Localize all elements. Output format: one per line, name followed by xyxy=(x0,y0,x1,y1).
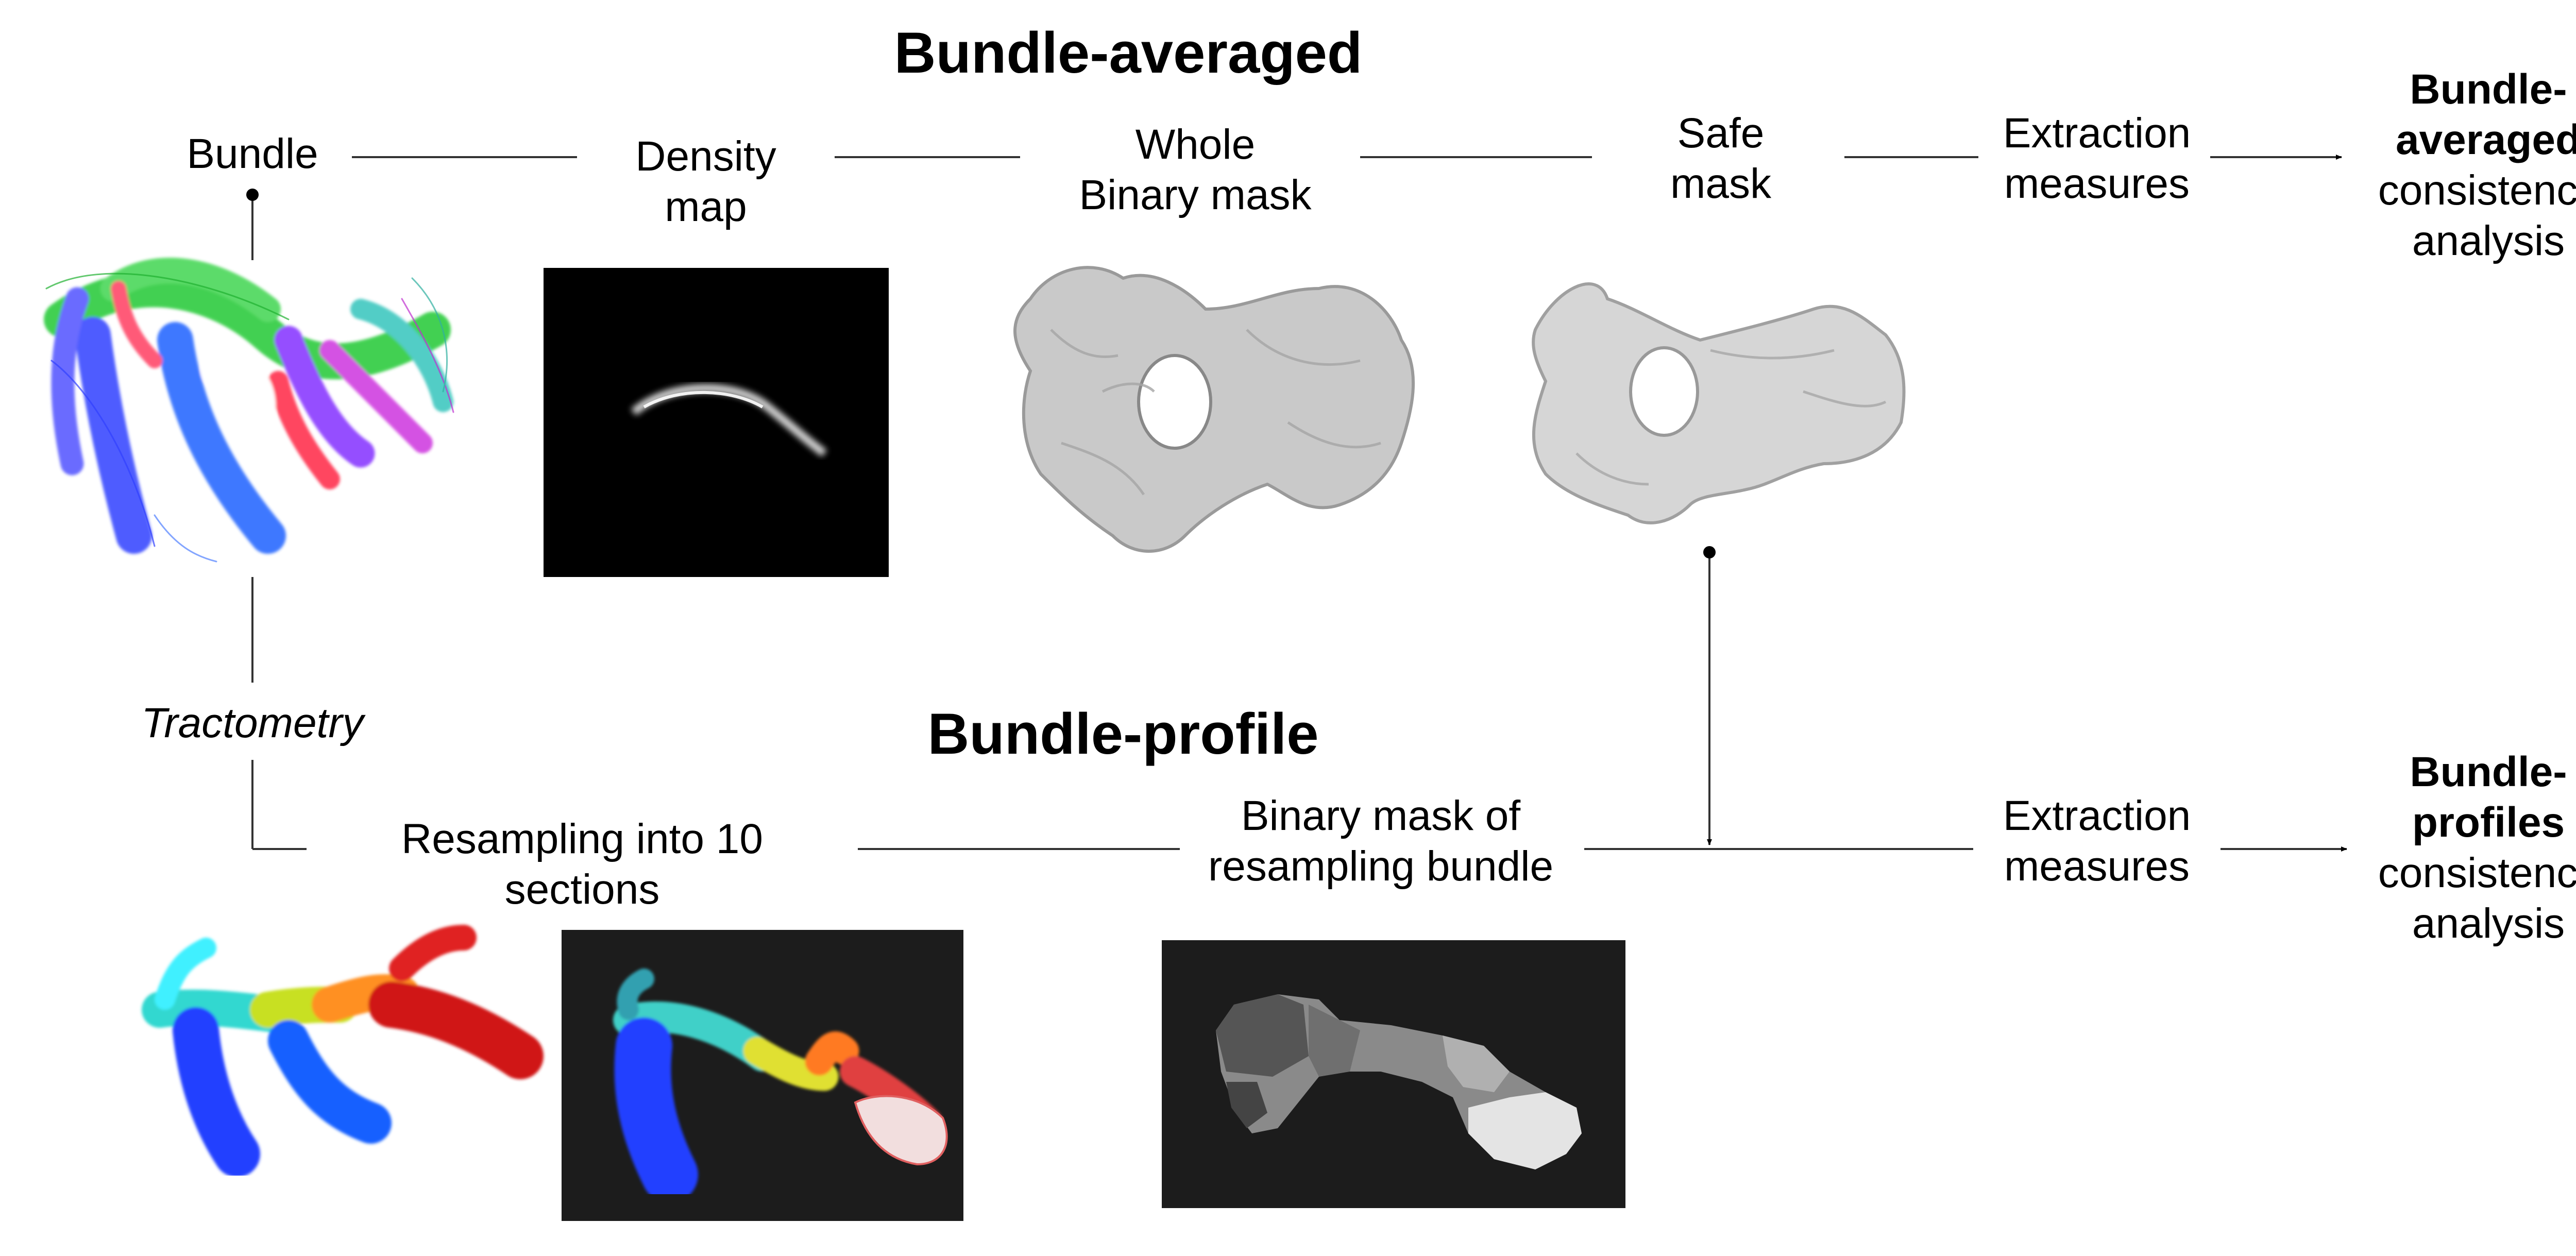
extract-top-line2: measures xyxy=(2004,160,2190,207)
safe-line2: mask xyxy=(1670,160,1771,207)
extract-bottom-line2: measures xyxy=(2004,843,2190,890)
binary-mask-sections-image xyxy=(1162,940,1625,1208)
result-top-line4: analysis xyxy=(2412,217,2565,264)
resampling-label: Resampling into 10 sections xyxy=(319,814,845,915)
density-line1: Density xyxy=(635,133,776,180)
extraction-measures-bottom-label: Extraction measures xyxy=(1978,791,2215,892)
whole-binary-mask-render xyxy=(1013,266,1415,553)
result-bottom-line1: Bundle- xyxy=(2410,749,2567,795)
whole-line1: Whole xyxy=(1135,121,1256,168)
extraction-measures-top-label: Extraction measures xyxy=(1978,108,2215,209)
resampled-colored-bundle xyxy=(142,925,544,1177)
result-bottom-line2: profiles xyxy=(2412,799,2565,846)
binary-mask-resampling-label: Binary mask of resampling bundle xyxy=(1185,791,1577,892)
rainbow-fiber-bundle-icon xyxy=(44,258,454,563)
bottom-title: Bundle-profile xyxy=(927,702,1319,766)
extract-bottom-line1: Extraction xyxy=(2003,792,2191,839)
result-top-line2: averaged xyxy=(2395,116,2576,163)
tractometry-label: Tractometry xyxy=(141,700,364,746)
density-map-image xyxy=(544,268,889,577)
resample-line2: sections xyxy=(504,866,660,913)
binmask-line2: resampling bundle xyxy=(1208,843,1554,890)
density-line2: map xyxy=(665,183,747,230)
safe-mask-dot xyxy=(1703,546,1716,558)
bundle-profiles-result-label: Bundle- profiles consistency analysis xyxy=(2360,747,2576,949)
whole-line2: Binary mask xyxy=(1079,172,1312,218)
safe-mask-label: Safe mask xyxy=(1613,108,1829,209)
result-bottom-line3: consistency xyxy=(2378,850,2576,896)
binmask-line1: Binary mask of xyxy=(1241,792,1521,839)
whole-binary-mask-label: Whole Binary mask xyxy=(1046,120,1345,220)
resample-line1: Resampling into 10 xyxy=(401,816,763,862)
result-top-line1: Bundle- xyxy=(2410,66,2567,113)
bundle-dot xyxy=(246,189,259,201)
bundle-averaged-result-label: Bundle- averaged consistency analysis xyxy=(2360,64,2576,266)
bundle-label: Bundle xyxy=(187,130,318,177)
result-bottom-line4: analysis xyxy=(2412,900,2565,947)
density-map-label: Density map xyxy=(577,131,835,232)
safe-mask-render xyxy=(1532,282,1906,524)
result-top-line3: consistency xyxy=(2378,167,2576,214)
top-title: Bundle-averaged xyxy=(894,21,1363,85)
resampled-sections-image xyxy=(562,930,963,1221)
extract-top-line1: Extraction xyxy=(2003,110,2191,157)
safe-line1: Safe xyxy=(1677,110,1765,157)
